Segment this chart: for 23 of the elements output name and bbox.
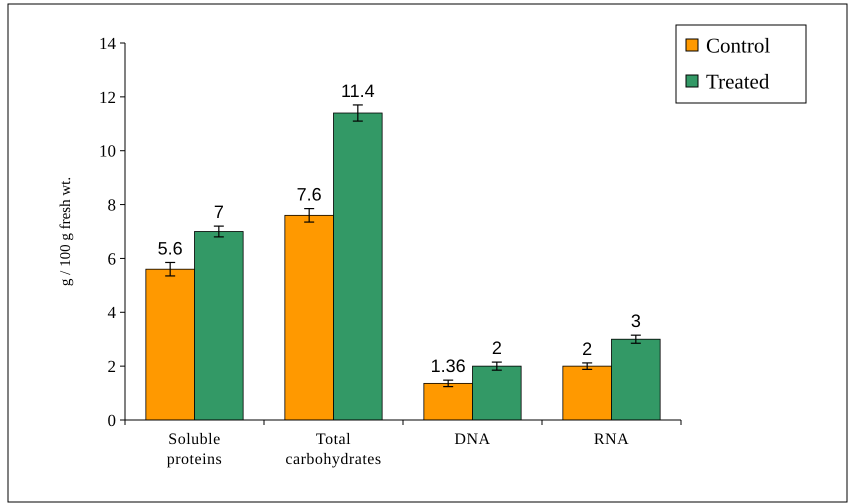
legend-label: Treated [706, 69, 770, 94]
data-label: 5.6 [158, 238, 183, 258]
data-label: 1.36 [430, 356, 466, 376]
y-tick-label: 0 [108, 410, 116, 430]
y-tick-label: 6 [108, 249, 116, 268]
y-tick-label: 8 [108, 196, 116, 215]
data-label: 2 [492, 338, 502, 358]
y-axis-title: g / 100 g fresh wt. [58, 176, 74, 286]
x-tick-label: DNA [454, 431, 491, 448]
y-tick-label: 12 [99, 88, 116, 107]
data-label: 7 [214, 202, 224, 222]
data-label: 3 [630, 311, 641, 332]
y-tick-label: 4 [108, 303, 116, 322]
y-tick-label: 10 [99, 142, 116, 161]
data-label: 2 [582, 338, 592, 359]
x-tick-label: RNA [594, 431, 630, 448]
y-tick-label: 2 [108, 357, 116, 376]
legend-label: Control [706, 33, 770, 58]
data-label: 7.6 [296, 184, 322, 205]
data-label: 11.4 [340, 80, 375, 101]
x-tick-label: Soluble proteins [166, 431, 222, 468]
x-tick-label: Total carbohydrates [285, 431, 382, 468]
y-tick-label: 14 [99, 34, 116, 53]
